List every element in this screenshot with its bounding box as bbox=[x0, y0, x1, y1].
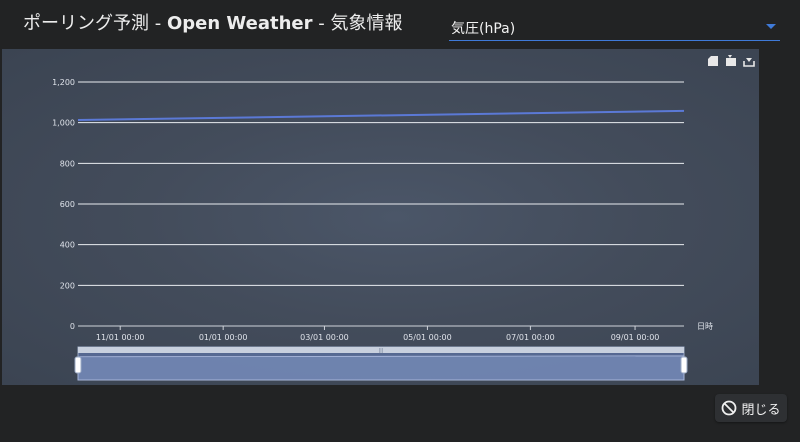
y-tick-label: 400 bbox=[60, 241, 75, 250]
title-prefix: ポーリング予測 - bbox=[23, 13, 167, 34]
datazoom-bar bbox=[78, 347, 684, 353]
x-axis-label: 日時 bbox=[697, 322, 713, 331]
datazoom-grip-icon: ||| bbox=[378, 348, 383, 354]
y-tick-label: 1,200 bbox=[52, 78, 75, 87]
y-tick-label: 800 bbox=[60, 159, 75, 168]
dialog-title: ポーリング予測 - Open Weather - 気象情報 bbox=[23, 9, 402, 35]
dialog-header: ポーリング予測 - Open Weather - 気象情報 気圧(hPa) bbox=[0, 0, 800, 50]
y-tick-label: 600 bbox=[60, 200, 75, 209]
title-suffix: - 気象情報 bbox=[312, 13, 403, 34]
datazoom-handle-left[interactable] bbox=[74, 356, 82, 374]
ban-icon bbox=[721, 400, 737, 416]
x-tick-label: 03/01 00:00 bbox=[300, 333, 349, 342]
y-tick-label: 0 bbox=[70, 322, 75, 331]
dialog-footer bbox=[0, 385, 800, 442]
metric-select-value: 気圧(hPa) bbox=[451, 21, 516, 37]
close-button[interactable]: 閉じる bbox=[715, 394, 787, 422]
x-tick-label: 01/01 00:00 bbox=[199, 333, 248, 342]
area-zoom-icon[interactable] bbox=[707, 55, 719, 67]
dropdown-arrow-icon[interactable] bbox=[766, 24, 776, 29]
line-chart: 0 200 400 600 800 1,000 1,200 11/01 00:00 01/01 … bbox=[52, 78, 713, 381]
title-source: Open Weather bbox=[166, 13, 313, 34]
datazoom-preview-area bbox=[77, 355, 685, 381]
x-tick-label: 09/01 00:00 bbox=[611, 333, 660, 342]
chart-toolbox bbox=[707, 55, 755, 67]
y-tick-label: 1,000 bbox=[52, 119, 75, 128]
x-tick-label: 07/01 00:00 bbox=[506, 333, 555, 342]
y-tick-label: 200 bbox=[60, 281, 75, 290]
datazoom-handle-right[interactable] bbox=[680, 356, 688, 374]
save-image-icon[interactable] bbox=[743, 55, 755, 67]
series-line bbox=[77, 109, 685, 122]
close-button-label: 閉じる bbox=[741, 402, 781, 418]
x-tick-label: 11/01 00:00 bbox=[96, 333, 145, 342]
chart-panel: 0 200 400 600 800 1,000 1,200 11/01 00:00 01/01 … bbox=[2, 49, 759, 385]
x-tick-label: 05/01 00:00 bbox=[403, 333, 452, 342]
zoom-reset-icon[interactable] bbox=[725, 55, 737, 67]
metric-select[interactable]: 気圧(hPa) bbox=[449, 12, 780, 41]
